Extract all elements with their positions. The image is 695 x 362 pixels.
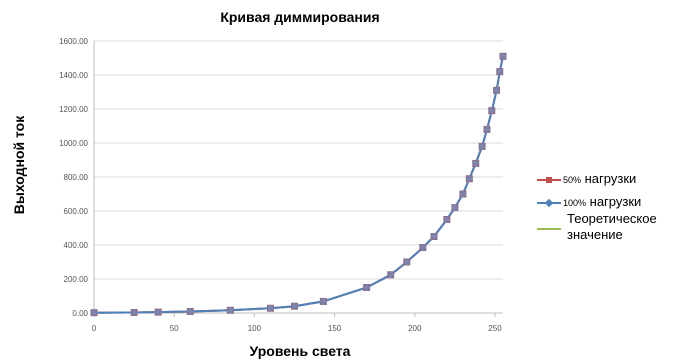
y-tick-label: 800.00 xyxy=(64,173,89,182)
legend-label-100-load-prefix: 100% xyxy=(563,198,586,208)
data-point-100-load xyxy=(478,142,486,150)
data-point-100-load xyxy=(363,283,371,292)
legend-entry-50-load: 50% нагрузки xyxy=(537,171,636,186)
data-point-100-load xyxy=(493,86,501,94)
legend: 50% нагрузки 100% нагрузки Теоретическое… xyxy=(537,171,657,242)
series-line-0 xyxy=(93,56,504,314)
x-tick-label: 100 xyxy=(248,324,262,333)
data-point-100-load xyxy=(186,307,194,316)
data-point-100-load xyxy=(387,271,395,279)
legend-marker-100-load xyxy=(544,198,554,208)
legend-label-100-load-suffix: нагрузки xyxy=(586,194,641,209)
data-point-100-load xyxy=(483,125,491,133)
legend-entry-theoretical: Теоретическое значение xyxy=(537,211,657,242)
y-tick-label: 1000.00 xyxy=(59,139,88,148)
y-axis-ticks: 0.00 200.00 400.00 600.00 800.00 1000.00 1200.… xyxy=(59,37,88,318)
data-point-100-load xyxy=(443,215,451,224)
data-point-100-load xyxy=(419,244,427,252)
legend-label-theoretical-line1: Теоретическое xyxy=(567,211,657,226)
legend-label-50-load-suffix: нагрузки xyxy=(581,171,636,186)
data-point-100-load xyxy=(90,309,98,317)
data-point-100-load xyxy=(266,304,274,312)
data-point-100-load xyxy=(472,159,480,167)
data-point-100-load xyxy=(499,52,507,60)
y-axis-label: Выходной ток xyxy=(11,115,27,214)
y-tick-label: 1200.00 xyxy=(59,105,88,114)
data-point-100-load xyxy=(154,308,162,316)
x-tick-label: 150 xyxy=(328,324,342,333)
legend-marker-50-load xyxy=(546,177,552,183)
legend-label-100-load: 100% нагрузки xyxy=(563,194,641,209)
y-tick-label: 200.00 xyxy=(64,275,89,284)
y-tick-label: 0.00 xyxy=(72,309,88,318)
y-tick-label: 1600.00 xyxy=(59,37,88,46)
data-point-100-load xyxy=(465,175,473,183)
data-point-100-load xyxy=(459,190,467,198)
data-point-100-load xyxy=(430,232,438,241)
series-group xyxy=(90,52,507,317)
data-point-100-load xyxy=(496,68,504,76)
x-axis-label: Уровень света xyxy=(250,343,351,359)
legend-entry-100-load: 100% нагрузки xyxy=(537,194,641,209)
x-tick-label: 250 xyxy=(488,324,502,333)
x-tick-label: 200 xyxy=(408,324,422,333)
legend-label-50-load: 50% нагрузки xyxy=(563,171,636,186)
series-line-1 xyxy=(93,56,504,314)
legend-label-50-load-prefix: 50% xyxy=(563,175,581,185)
series-line-2 xyxy=(93,56,504,314)
x-axis-ticks: 0 50 100 150 200 250 xyxy=(92,313,502,333)
data-point-100-load xyxy=(451,204,459,212)
y-tick-label: 600.00 xyxy=(64,207,89,216)
y-tick-label: 1400.00 xyxy=(59,71,88,80)
grid-lines xyxy=(94,40,503,314)
y-tick-label: 400.00 xyxy=(64,241,89,250)
data-point-100-load xyxy=(130,308,138,317)
data-point-100-load xyxy=(488,107,496,115)
chart-title: Кривая диммирования xyxy=(220,9,379,25)
data-point-100-load xyxy=(403,258,411,266)
data-point-100-load xyxy=(226,306,234,314)
x-tick-label: 0 xyxy=(92,324,97,333)
legend-label-theoretical-line2: значение xyxy=(567,227,623,242)
data-point-100-load xyxy=(319,297,327,305)
x-tick-label: 50 xyxy=(170,324,179,333)
data-point-100-load xyxy=(290,302,299,310)
